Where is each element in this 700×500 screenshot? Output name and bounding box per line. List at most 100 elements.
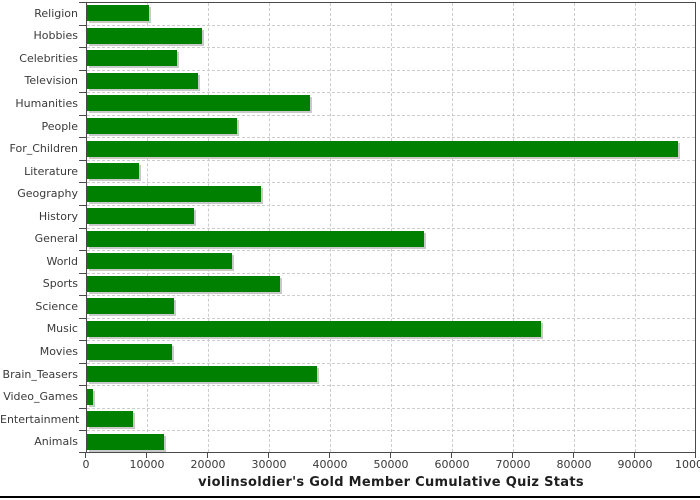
category-label-movies: Movies bbox=[39, 345, 78, 359]
bar-celebrities bbox=[87, 50, 178, 67]
gridline-horizontal bbox=[87, 295, 695, 297]
chart-title: violinsoldier's Gold Member Cumulative Q… bbox=[198, 475, 584, 490]
x-axis-tick bbox=[85, 453, 86, 458]
y-axis-tick bbox=[79, 47, 86, 48]
y-axis-tick bbox=[79, 182, 86, 183]
y-axis-tick bbox=[79, 273, 86, 274]
category-label-animals: Animals bbox=[34, 435, 78, 449]
gridline-horizontal bbox=[87, 204, 695, 206]
category-label-religion: Religion bbox=[34, 6, 78, 20]
bar-literature bbox=[87, 163, 139, 180]
gridline-horizontal bbox=[87, 92, 695, 94]
bar-brain_teasers bbox=[87, 366, 317, 383]
y-axis-tick bbox=[79, 205, 86, 206]
gridline-horizontal bbox=[87, 430, 695, 432]
bar-geography bbox=[87, 185, 261, 202]
category-label-science: Science bbox=[35, 299, 78, 313]
bar-animals bbox=[87, 433, 164, 450]
x-axis-tick-label: 20000 bbox=[190, 458, 226, 471]
x-axis-tick-label: 80000 bbox=[556, 458, 592, 471]
gridline-horizontal bbox=[87, 340, 695, 342]
y-axis-tick bbox=[79, 137, 86, 138]
category-label-sports: Sports bbox=[42, 277, 78, 291]
x-axis-tick-label: 0 bbox=[82, 458, 90, 471]
gridline-horizontal bbox=[87, 227, 695, 229]
y-axis-tick bbox=[79, 363, 86, 364]
bar-general bbox=[87, 230, 424, 247]
category-label-celebrities: Celebrities bbox=[19, 51, 78, 65]
category-label-history: History bbox=[38, 209, 78, 223]
category-label-for_children: For_Children bbox=[9, 142, 78, 156]
y-axis-tick bbox=[79, 25, 86, 26]
bar-video_games bbox=[87, 388, 94, 405]
bar-hobbies bbox=[87, 27, 203, 44]
y-axis-tick bbox=[79, 385, 86, 386]
x-axis-tick bbox=[634, 453, 635, 458]
y-axis-tick bbox=[79, 318, 86, 319]
category-label-television: Television bbox=[24, 74, 79, 88]
gridline-horizontal bbox=[87, 317, 695, 319]
bar-sports bbox=[87, 275, 280, 292]
y-axis-tick bbox=[79, 92, 86, 93]
category-label-video_games: Video_Games bbox=[3, 390, 78, 404]
x-axis-tick bbox=[329, 453, 330, 458]
gridline-horizontal bbox=[87, 272, 695, 274]
bar-world bbox=[87, 253, 232, 270]
x-axis-tick bbox=[207, 453, 208, 458]
category-label-music: Music bbox=[46, 322, 78, 336]
gridline-horizontal bbox=[87, 159, 695, 161]
x-axis-tick-label: 30000 bbox=[251, 458, 287, 471]
category-label-world: World bbox=[46, 254, 78, 268]
category-label-geography: Geography bbox=[17, 187, 78, 201]
plot-area bbox=[86, 2, 696, 453]
x-axis-tick-label: 100000 bbox=[675, 458, 700, 471]
x-axis-tick-label: 50000 bbox=[373, 458, 409, 471]
category-label-entertainment: Entertainment bbox=[0, 412, 80, 426]
gridline-horizontal bbox=[87, 182, 695, 184]
gridline-horizontal bbox=[87, 137, 695, 139]
gridline-horizontal bbox=[87, 69, 695, 71]
x-axis-tick-label: 70000 bbox=[495, 458, 531, 471]
bar-people bbox=[87, 118, 238, 135]
x-axis-tick bbox=[146, 453, 147, 458]
y-axis-tick bbox=[79, 250, 86, 251]
bar-television bbox=[87, 72, 199, 89]
bar-history bbox=[87, 208, 195, 225]
gridline-horizontal bbox=[87, 385, 695, 387]
bar-music bbox=[87, 320, 542, 337]
x-axis-tick-label: 40000 bbox=[312, 458, 348, 471]
bar-religion bbox=[87, 5, 149, 22]
category-label-literature: Literature bbox=[24, 164, 78, 178]
bar-for_children bbox=[87, 140, 679, 157]
y-axis-tick bbox=[79, 115, 86, 116]
y-axis-tick bbox=[79, 340, 86, 341]
category-label-brain_teasers: Brain_Teasers bbox=[2, 367, 78, 381]
bar-entertainment bbox=[87, 411, 134, 428]
y-axis-tick bbox=[79, 2, 86, 3]
gridline-horizontal bbox=[87, 47, 695, 49]
x-axis-tick bbox=[451, 453, 452, 458]
gridline-horizontal bbox=[87, 407, 695, 409]
category-label-humanities: Humanities bbox=[15, 96, 78, 110]
y-axis-tick bbox=[79, 228, 86, 229]
y-axis-tick bbox=[79, 452, 86, 453]
x-axis-tick bbox=[573, 453, 574, 458]
y-axis-tick bbox=[79, 408, 86, 409]
bottom-divider bbox=[0, 496, 700, 498]
x-axis-tick-label: 90000 bbox=[617, 458, 653, 471]
bar-humanities bbox=[87, 95, 310, 112]
x-axis-tick-label: 60000 bbox=[434, 458, 470, 471]
x-axis-tick bbox=[268, 453, 269, 458]
bar-movies bbox=[87, 343, 172, 360]
y-axis-tick bbox=[79, 160, 86, 161]
bar-science bbox=[87, 298, 174, 315]
y-axis-tick bbox=[79, 70, 86, 71]
gridline-horizontal bbox=[87, 114, 695, 116]
x-axis-tick bbox=[390, 453, 391, 458]
category-label-hobbies: Hobbies bbox=[33, 29, 78, 43]
category-label-general: General bbox=[34, 232, 78, 246]
x-axis-tick bbox=[512, 453, 513, 458]
y-axis-tick bbox=[79, 295, 86, 296]
x-axis-tick bbox=[695, 453, 696, 458]
